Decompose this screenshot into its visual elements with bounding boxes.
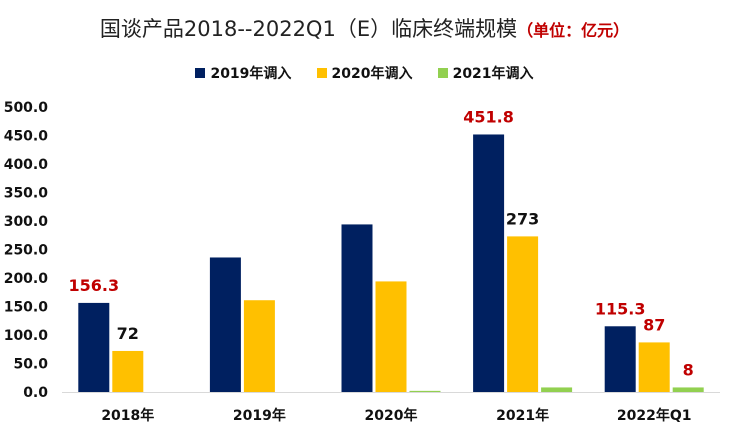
- y-tick-label: 150.0: [4, 300, 49, 316]
- bar-series1-cat1: [243, 300, 275, 392]
- bar-series0-cat4: [604, 326, 636, 392]
- legend-swatch-2021: [437, 68, 448, 78]
- legend-item-2020: 2020年调入: [316, 63, 413, 83]
- chart-title-text: 国谈产品2018--2022Q1（E）临床终端规模: [99, 17, 518, 41]
- bar-series2-cat2: [409, 390, 441, 392]
- y-tick-label: 450.0: [4, 129, 49, 145]
- x-tick-label: 2021年: [496, 407, 549, 424]
- y-tick-label: 100.0: [4, 328, 49, 344]
- y-tick-label: 0.0: [23, 385, 48, 401]
- data-label: 72: [117, 324, 139, 343]
- data-label: 87: [643, 315, 665, 334]
- x-tick-label: 2022年Q1: [617, 407, 692, 424]
- chart-unit-note: （单位：亿元）: [517, 21, 630, 40]
- legend-swatch-2019: [195, 68, 206, 78]
- y-tick-label: 350.0: [4, 186, 49, 202]
- chart-title: 国谈产品2018--2022Q1（E）临床终端规模（单位：亿元）: [0, 13, 729, 43]
- data-label: 8: [683, 360, 694, 379]
- y-tick-label: 400.0: [4, 157, 49, 173]
- y-tick-label: 250.0: [4, 243, 49, 259]
- bar-series0-cat1: [209, 257, 241, 392]
- x-tick-label: 2020年: [365, 407, 418, 424]
- data-label: 273: [506, 209, 539, 228]
- y-tick-label: 200.0: [4, 271, 49, 287]
- bar-series2-cat3: [541, 387, 573, 392]
- legend-label-2021: 2021年调入: [452, 66, 534, 82]
- bar-series1-cat2: [375, 281, 407, 392]
- data-label: 156.3: [68, 276, 119, 295]
- y-tick-label: 50.0: [13, 357, 48, 373]
- bar-series1-cat4: [638, 342, 670, 392]
- bar-series0-cat3: [473, 134, 505, 392]
- bar-series0-cat2: [341, 224, 373, 392]
- legend-label-2020: 2020年调入: [331, 66, 413, 82]
- legend-item-2021: 2021年调入: [437, 63, 534, 83]
- chart-legend: 2019年调入 2020年调入 2021年调入: [0, 63, 729, 83]
- y-tick-label: 500.0: [4, 100, 49, 116]
- bar-series1-cat3: [507, 236, 539, 392]
- data-label: 451.8: [463, 107, 514, 126]
- bar-series0-cat0: [78, 302, 110, 392]
- legend-item-2019: 2019年调入: [195, 63, 291, 83]
- legend-swatch-2020: [316, 68, 327, 78]
- y-tick-label: 300.0: [4, 214, 49, 230]
- data-label: 115.3: [595, 299, 646, 318]
- bar-series1-cat0: [112, 350, 144, 392]
- bar-series2-cat4: [672, 387, 704, 392]
- legend-label-2019: 2019年调入: [210, 66, 292, 82]
- x-tick-label: 2019年: [233, 407, 286, 424]
- x-tick-label: 2018年: [101, 407, 154, 424]
